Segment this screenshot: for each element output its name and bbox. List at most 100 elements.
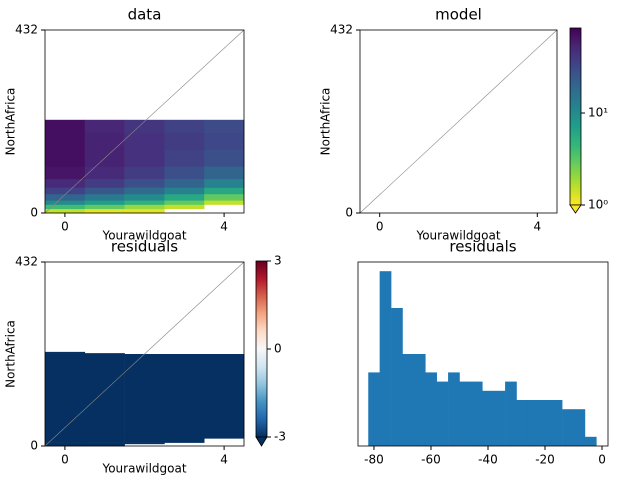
x-tick-label: -20 bbox=[535, 453, 555, 467]
heatmap-cell bbox=[204, 187, 245, 195]
heatmap-cell bbox=[84, 132, 125, 150]
heatmap-cell bbox=[45, 132, 86, 150]
y-axis-label: NorthAfrica bbox=[319, 88, 333, 156]
heatmap-cell bbox=[124, 354, 165, 439]
histogram-bar bbox=[539, 400, 552, 446]
heatmap-cell bbox=[204, 200, 245, 205]
heatmap-cell bbox=[124, 149, 165, 167]
histogram-bar bbox=[516, 400, 529, 446]
x-axis-label: Yourawildgoat bbox=[101, 462, 186, 476]
colorbar-tick-label: 0 bbox=[274, 342, 282, 356]
heatmap-cell bbox=[45, 354, 86, 439]
heatmap-cell bbox=[124, 166, 165, 180]
axes-frame bbox=[44, 261, 245, 447]
heatmap-cell bbox=[124, 119, 165, 133]
histogram-bar bbox=[493, 390, 506, 446]
heatmap-cell bbox=[45, 438, 86, 443]
histogram-bar bbox=[482, 390, 494, 446]
heatmap-cell bbox=[124, 187, 165, 195]
histogram-bar bbox=[505, 381, 517, 446]
x-tick-label: 4 bbox=[533, 220, 541, 234]
heatmap-cell bbox=[45, 200, 86, 205]
y-axis-label: NorthAfrica bbox=[4, 320, 18, 388]
x-axis-label: Yourawildgoat bbox=[415, 229, 500, 243]
heatmap-cell bbox=[204, 354, 245, 439]
heatmap-cell bbox=[164, 132, 205, 150]
axes-title: residuals bbox=[449, 238, 516, 256]
histogram-bar bbox=[413, 354, 426, 446]
heatmap-cell bbox=[204, 119, 245, 133]
x-tick-label: 4 bbox=[220, 220, 228, 234]
y-tick-label: 0 bbox=[30, 206, 38, 220]
y-tick-label: 0 bbox=[345, 206, 353, 220]
x-axis-label: Yourawildgoat bbox=[101, 229, 186, 243]
heatmap-cell bbox=[45, 179, 86, 188]
axes-title: residuals bbox=[111, 238, 178, 256]
colorbar-extend bbox=[255, 436, 268, 447]
heatmap-cell bbox=[164, 200, 205, 205]
axes-title: model bbox=[435, 6, 482, 24]
heatmap-cell bbox=[45, 187, 86, 195]
x-tick-label: 4 bbox=[220, 453, 228, 467]
diagonal bbox=[359, 29, 558, 214]
heatmap-cell bbox=[124, 204, 165, 210]
heatmap-cell bbox=[164, 179, 205, 188]
heatmap-cell bbox=[124, 193, 165, 201]
heatmap-cell bbox=[84, 353, 125, 355]
histogram-bar bbox=[368, 372, 380, 446]
histogram-bar bbox=[470, 381, 483, 446]
heatmap-cell bbox=[164, 438, 205, 443]
heatmap-cell bbox=[84, 443, 125, 447]
axes-frame bbox=[44, 29, 245, 214]
heatmap-cell bbox=[84, 442, 125, 445]
histogram-bar bbox=[448, 372, 460, 446]
y-tick-label: 432 bbox=[15, 23, 38, 37]
heatmap-cell bbox=[124, 442, 165, 445]
heatmap-cell bbox=[164, 187, 205, 195]
colorbar bbox=[569, 27, 582, 206]
heatmap-cell bbox=[45, 166, 86, 180]
x-tick-label: 0 bbox=[598, 453, 606, 467]
heatmap-cell bbox=[124, 179, 165, 188]
heatmap-cell bbox=[45, 443, 86, 447]
heatmap-cell bbox=[164, 193, 205, 201]
x-tick-label: 0 bbox=[61, 220, 69, 234]
axes-title: data bbox=[128, 6, 162, 24]
heatmap-cell bbox=[124, 208, 165, 214]
heatmap-cell bbox=[84, 438, 125, 443]
histogram-bar bbox=[584, 436, 597, 446]
colorbar-tick-label: 3 bbox=[274, 254, 282, 268]
colorbar-tick-label: 10⁰ bbox=[588, 198, 608, 212]
histogram-bar bbox=[391, 308, 403, 446]
heatmap-cell bbox=[164, 149, 205, 167]
heatmap-cell bbox=[84, 354, 125, 439]
heatmap-cell bbox=[164, 119, 205, 133]
heatmap-cell bbox=[204, 166, 245, 180]
histogram-bar bbox=[379, 271, 392, 446]
histogram-bar bbox=[550, 400, 563, 446]
heatmap-cell bbox=[84, 208, 125, 214]
heatmap-cell bbox=[84, 187, 125, 195]
y-tick-label: 0 bbox=[30, 439, 38, 453]
heatmap-cell bbox=[84, 166, 125, 180]
diagonal bbox=[44, 261, 245, 447]
x-tick-label: -60 bbox=[421, 453, 441, 467]
histogram-bar bbox=[402, 354, 415, 446]
heatmap-cell bbox=[204, 149, 245, 167]
x-tick-label: -40 bbox=[478, 453, 498, 467]
heatmap-cell bbox=[164, 166, 205, 180]
heatmap-cell bbox=[45, 204, 86, 210]
colorbar-tick-label: -3 bbox=[274, 430, 286, 444]
axes-frame bbox=[357, 261, 609, 447]
x-tick-label: 0 bbox=[376, 220, 384, 234]
diagonal bbox=[44, 29, 245, 214]
heatmap-cell bbox=[84, 179, 125, 188]
heatmap-cell bbox=[84, 119, 125, 133]
axes-frame bbox=[359, 29, 558, 214]
heatmap-cell bbox=[124, 438, 165, 443]
x-tick-label: -80 bbox=[364, 453, 384, 467]
y-tick-label: 432 bbox=[330, 23, 353, 37]
heatmap-cell bbox=[204, 179, 245, 188]
heatmap-cell bbox=[45, 353, 86, 355]
